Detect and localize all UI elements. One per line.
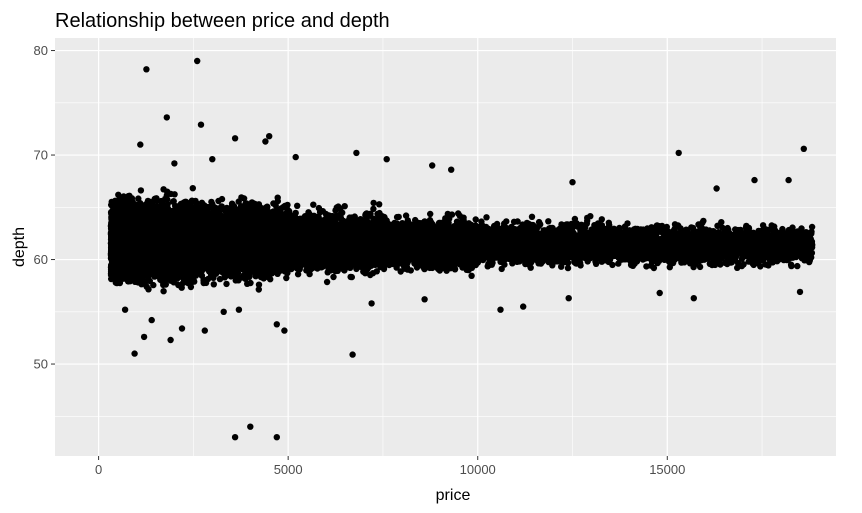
data-point	[116, 279, 124, 287]
data-point	[128, 195, 136, 202]
data-point	[110, 271, 117, 278]
data-point	[108, 242, 115, 250]
data-point	[137, 187, 145, 194]
data-point	[126, 264, 133, 271]
data-point	[119, 228, 126, 235]
data-point	[108, 266, 116, 273]
data-point	[109, 231, 116, 239]
data-point	[150, 281, 157, 289]
data-point	[109, 220, 116, 227]
data-point	[116, 258, 123, 266]
data-point	[121, 203, 129, 211]
data-point	[143, 283, 150, 290]
data-point	[189, 185, 196, 192]
data-point	[117, 250, 125, 257]
data-point	[112, 198, 120, 206]
data-point	[124, 226, 132, 233]
data-points	[107, 57, 816, 441]
data-point	[108, 251, 116, 258]
data-point	[114, 221, 122, 228]
chart-title: Relationship between price and depth	[55, 10, 390, 32]
data-point	[119, 240, 126, 248]
data-point	[117, 266, 125, 273]
data-point	[110, 214, 117, 221]
data-point	[115, 191, 122, 198]
data-point	[129, 201, 137, 208]
data-point	[121, 211, 128, 218]
